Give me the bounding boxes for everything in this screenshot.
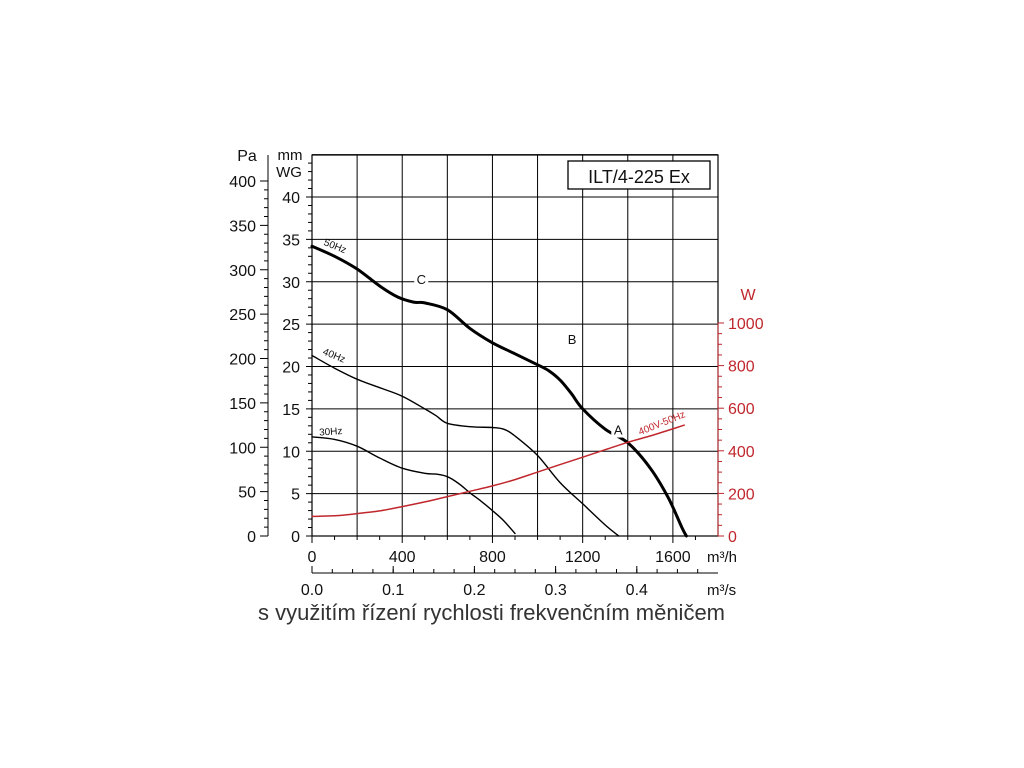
m3s-tick-label: 0.0 [301,582,323,599]
point-label-bg [414,272,429,288]
mmwg-tick-label: 5 [291,487,300,504]
power-tick-label: 400 [728,444,755,461]
m3s-tick-label: 0.3 [544,582,566,599]
model-label: ILT/4-225 Ex [588,167,690,187]
pa-tick-label: 250 [229,307,256,324]
mmwg-unit-label-line1: mm [278,147,303,164]
x-axis-m3s: 0.0 0.1 0.2 0.3 0.4 m³/s [301,566,736,599]
curve-40hz [311,354,620,537]
x-axis-m3h: 0 400 800 1200 1600 m³/h [308,536,737,566]
mmwg-unit-label-line2: WG [276,164,302,181]
curves [310,244,688,538]
power-tick-label: 600 [728,401,755,418]
m3h-unit-label: m³/h [707,549,737,566]
m3s-tick-label: 0.1 [382,582,404,599]
power-tick-label: 200 [728,486,755,503]
mmwg-tick-label: 0 [291,529,300,546]
m3h-tick-label: 1600 [655,549,691,566]
series-label-30hz: 30Hz [319,426,343,439]
mmwg-tick-label: 30 [282,275,300,292]
mmwg-tick-label: 25 [282,317,300,334]
point-label-c: C [417,272,426,287]
pa-tick-label: 400 [229,174,256,191]
pa-tick-label: 0 [247,529,256,546]
curve-400v-50hz [311,424,685,518]
pa-tick-label: 300 [229,263,256,280]
mmwg-tick-label: 35 [282,232,300,249]
m3h-tick-label: 1200 [565,549,601,566]
mmwg-tick-label: 20 [282,360,300,377]
y-axis-pa: 0 50 100 150 200 250 300 350 400 Pa [229,148,269,546]
pa-tick-label: 350 [229,218,256,235]
point-label-b: B [568,332,577,347]
curve-50hz [310,244,688,538]
pa-tick-label: 200 [229,352,256,369]
m3h-tick-label: 400 [389,549,416,566]
pa-tick-label: 150 [229,396,256,413]
series-label-400v-50hz: 400V-50Hz [637,409,687,438]
point-label-a: A [614,423,623,438]
pa-tick-label: 100 [229,440,256,457]
pa-unit-label: Pa [237,148,257,165]
power-tick-label: 0 [728,529,737,546]
power-tick-label: 1000 [728,316,764,333]
mmwg-tick-label: 15 [282,402,300,419]
mmwg-tick-label: 40 [282,190,300,207]
power-tick-label: 800 [728,359,755,376]
point-label-bg [611,422,626,438]
mmwg-tick-label: 10 [282,444,300,461]
y-axis-power: 0 200 400 600 800 1000 W [717,287,764,546]
m3s-unit-label: m³/s [707,582,736,599]
point-label-bg [565,332,580,348]
model-label-box [567,160,711,190]
power-unit-label: W [740,287,756,304]
m3h-tick-label: 0 [308,549,317,566]
m3s-tick-label: 0.2 [463,582,485,599]
m3s-tick-label: 0.4 [626,582,648,599]
pa-tick-label: 50 [238,485,256,502]
curve-30hz [311,436,516,535]
m3h-tick-label: 800 [479,549,506,566]
chart-caption: s využitím řízení rychlosti frekvenčním … [258,600,726,625]
